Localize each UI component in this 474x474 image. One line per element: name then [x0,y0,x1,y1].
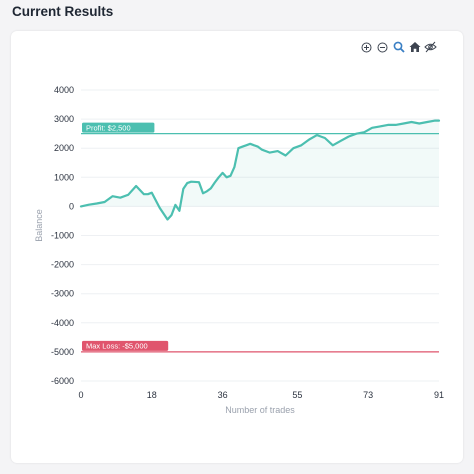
x-tick-label: 73 [363,390,373,400]
y-tick-label: 1000 [54,172,74,182]
annotation-label: Max Loss: -$5,000 [86,342,148,351]
x-tick-label: 18 [147,390,157,400]
x-tick-label: 36 [218,390,228,400]
x-tick-label: 0 [78,390,83,400]
page-title: Current Results [12,4,114,19]
x-tick-label: 55 [292,390,302,400]
y-axis-title: Balance [34,209,44,242]
hide-icon[interactable] [424,39,437,55]
annotation-label: Profit: $2,500 [86,123,131,132]
y-tick-label: 3000 [54,114,74,124]
x-tick-label: 91 [434,390,444,400]
home-icon[interactable] [408,39,421,55]
zoom-out-icon[interactable] [376,39,389,55]
zoom-in-icon[interactable] [360,39,373,55]
y-tick-label: -4000 [51,318,74,328]
balance-area [81,120,439,220]
y-tick-label: -6000 [51,376,74,386]
annotation-badge [82,340,169,351]
y-tick-label: -2000 [51,260,74,270]
y-tick-label: -3000 [51,289,74,299]
y-tick-label: 2000 [54,143,74,153]
chart-toolbar [360,39,437,55]
y-tick-label: -5000 [51,347,74,357]
balance-line [79,119,441,221]
chart-card [11,31,463,463]
magnify-icon[interactable] [392,39,405,55]
annotation-badge [82,122,155,133]
y-tick-label: 4000 [54,85,74,95]
y-tick-label: 0 [69,201,74,211]
x-axis-title: Number of trades [225,405,295,415]
y-tick-label: -1000 [51,231,74,241]
